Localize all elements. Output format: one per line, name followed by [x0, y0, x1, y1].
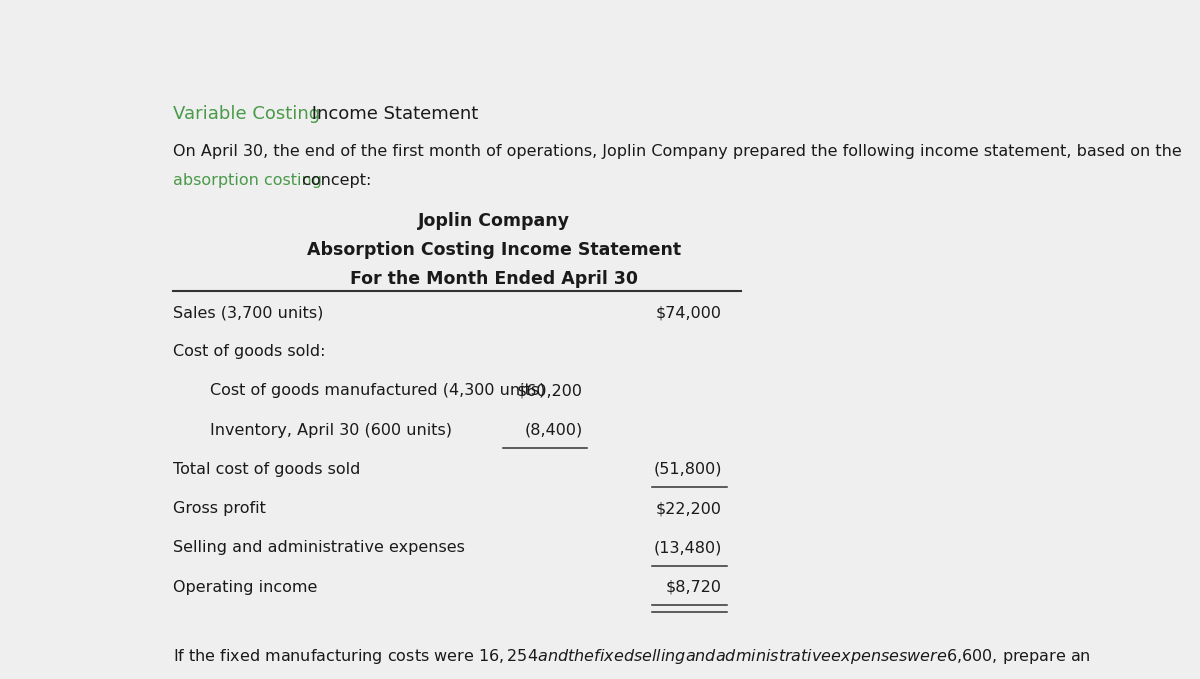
Text: (13,480): (13,480) [654, 540, 722, 555]
Text: Joplin Company: Joplin Company [418, 213, 570, 230]
Text: $8,720: $8,720 [666, 580, 722, 595]
Text: On April 30, the end of the first month of operations, Joplin Company prepared t: On April 30, the end of the first month … [173, 144, 1182, 159]
Text: $60,200: $60,200 [516, 384, 582, 399]
Text: Variable Costing: Variable Costing [173, 105, 320, 123]
Text: Absorption Costing Income Statement: Absorption Costing Income Statement [307, 241, 682, 259]
Text: For the Month Ended April 30: For the Month Ended April 30 [350, 270, 638, 288]
Text: $74,000: $74,000 [656, 305, 722, 320]
Text: Selling and administrative expenses: Selling and administrative expenses [173, 540, 466, 555]
Text: (51,800): (51,800) [654, 462, 722, 477]
Text: Operating income: Operating income [173, 580, 318, 595]
Text: $22,200: $22,200 [656, 501, 722, 516]
Text: Inventory, April 30 (600 units): Inventory, April 30 (600 units) [210, 423, 452, 438]
Text: Gross profit: Gross profit [173, 501, 266, 516]
Text: Income Statement: Income Statement [306, 105, 479, 123]
Text: Cost of goods manufactured (4,300 units): Cost of goods manufactured (4,300 units) [210, 384, 546, 399]
Text: absorption costing: absorption costing [173, 173, 323, 188]
Text: Total cost of goods sold: Total cost of goods sold [173, 462, 361, 477]
Text: Cost of goods sold:: Cost of goods sold: [173, 344, 325, 359]
Text: concept:: concept: [296, 173, 371, 188]
Text: Sales (3,700 units): Sales (3,700 units) [173, 305, 324, 320]
Text: If the fixed manufacturing costs were $16,254 and the fixed selling and administ: If the fixed manufacturing costs were $1… [173, 647, 1091, 666]
Text: (8,400): (8,400) [524, 423, 582, 438]
